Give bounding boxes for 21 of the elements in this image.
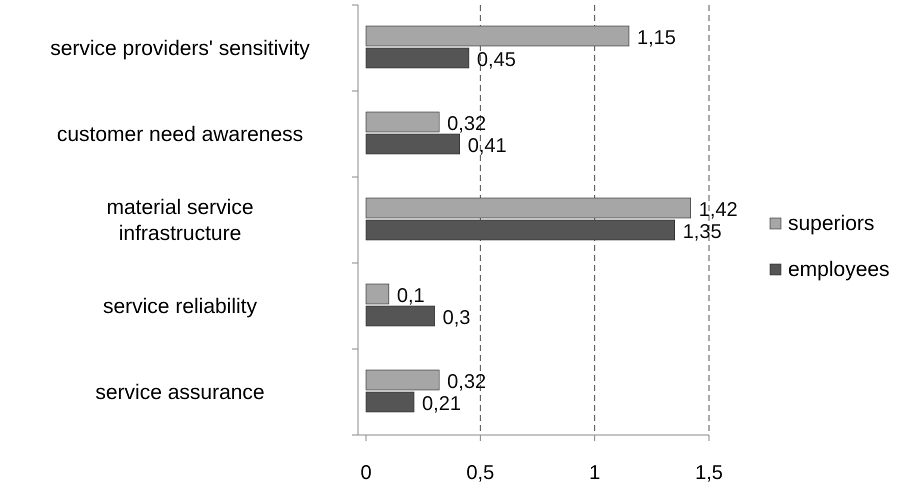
y-tick-label: service reliability bbox=[102, 295, 258, 318]
x-tick-label: 0,5 bbox=[466, 462, 494, 484]
x-tick-label: 0 bbox=[360, 462, 372, 484]
data-label: 1,35 bbox=[682, 221, 722, 243]
data-label: 0,1 bbox=[396, 285, 425, 307]
y-tick-label: material service infrastructure bbox=[106, 196, 254, 245]
data-label: 0,3 bbox=[442, 307, 470, 329]
y-tick-label: service providers' sensitivity bbox=[50, 37, 310, 60]
legend-label: employees bbox=[788, 258, 890, 281]
y-tick-label: service assurance bbox=[95, 381, 265, 404]
x-tick-label: 1,5 bbox=[695, 462, 723, 484]
data-label: 0,41 bbox=[468, 135, 507, 157]
legend-label: superiors bbox=[788, 212, 874, 235]
data-label: 1,15 bbox=[636, 27, 676, 49]
data-label: 0,45 bbox=[476, 49, 516, 71]
x-tick-label: 1 bbox=[589, 462, 600, 484]
data-label: 0,21 bbox=[422, 393, 461, 415]
data-label: 1,42 bbox=[698, 199, 738, 221]
data-label: 0,32 bbox=[447, 113, 486, 135]
data-label: 0,32 bbox=[447, 371, 486, 393]
y-tick-label: customer need awareness bbox=[56, 123, 304, 146]
